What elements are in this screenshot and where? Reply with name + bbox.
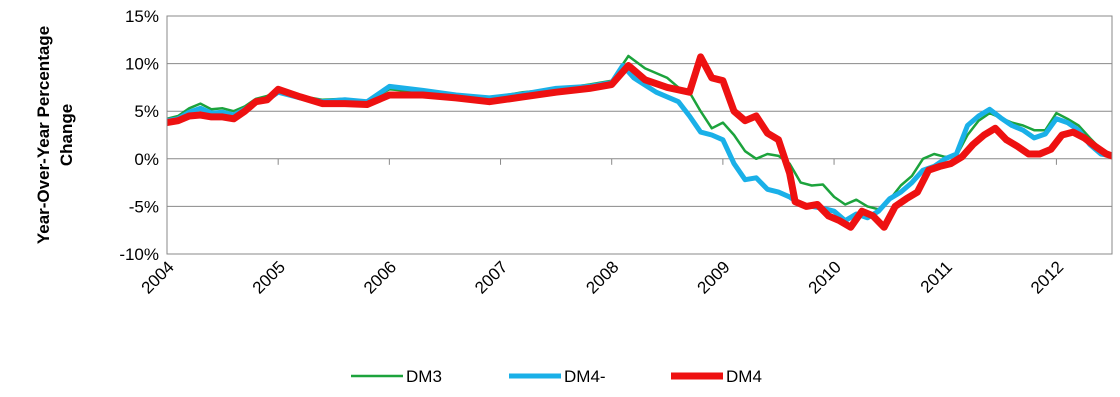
y-axis-title-line: Year-Over-Year Percentage xyxy=(34,26,53,244)
legend-label: DM4 xyxy=(726,367,762,386)
legend-label: DM4- xyxy=(564,367,606,386)
x-tick-label: 2007 xyxy=(471,257,511,297)
x-tick-label: 2012 xyxy=(1027,257,1067,297)
x-tick-label: 2009 xyxy=(694,257,734,297)
y-axis-title-line: Change xyxy=(57,104,76,166)
x-tick-label: 2008 xyxy=(582,257,622,297)
legend: DM3 DM4- DM4 xyxy=(351,367,762,386)
y-tick-label: -10% xyxy=(119,245,159,264)
y-axis-title: Year-Over-Year Percentage Change xyxy=(34,26,76,244)
x-tick-label: 2010 xyxy=(805,257,845,297)
x-tick-labels: 2004 2005 2006 2007 2008 2009 2010 2011 2012 xyxy=(138,257,1068,297)
y-tick-label: 5% xyxy=(134,102,159,121)
series-lines xyxy=(167,53,1112,231)
y-tick-label: 0% xyxy=(134,150,159,169)
x-tick-label: 2005 xyxy=(249,257,289,297)
series-line-dm4 xyxy=(167,53,1112,231)
y-tick-label: 15% xyxy=(125,7,159,26)
legend-label: DM3 xyxy=(406,367,442,386)
x-tick-label: 2011 xyxy=(917,257,956,296)
y-tick-labels: 15% 10% 5% 0% -5% -10% xyxy=(119,7,159,264)
y-tick-label: 10% xyxy=(125,55,159,74)
y-tick-label: -5% xyxy=(129,197,159,216)
plot-area-frame xyxy=(166,15,1113,255)
gridlines xyxy=(166,15,1112,255)
x-tick-label: 2006 xyxy=(360,257,400,297)
